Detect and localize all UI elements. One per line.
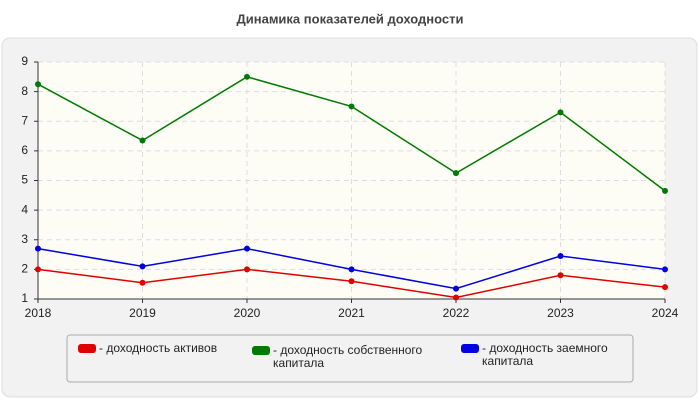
- y-tick-label: 2: [21, 262, 28, 276]
- legend-label: - доходность заемного капитала: [482, 341, 608, 368]
- y-tick-label: 4: [21, 202, 28, 216]
- legend-item: - доходность собственного капитала: [252, 344, 442, 370]
- legend-label: - доходность собственного капитала: [273, 343, 423, 370]
- legend-label: - доходность активов: [99, 341, 218, 355]
- point: [139, 279, 146, 286]
- x-tick-label: 2023: [547, 306, 574, 320]
- point: [139, 137, 146, 144]
- legend-swatch: [461, 344, 479, 353]
- point: [453, 170, 459, 177]
- legend-item: - доходность активов: [78, 342, 228, 355]
- y-tick-label: 3: [21, 232, 28, 246]
- x-tick-label: 2018: [25, 306, 52, 320]
- x-tick-label: 2021: [338, 306, 365, 320]
- y-tick-label: 5: [21, 173, 28, 187]
- point: [453, 285, 459, 292]
- y-tick-label: 8: [21, 84, 28, 98]
- y-tick-label: 9: [21, 54, 28, 68]
- legend-swatch: [252, 346, 270, 355]
- x-tick-label: 2024: [652, 306, 679, 320]
- legend-item: - доходность заемного капитала: [461, 342, 621, 368]
- chart-title: Динамика показателей доходности: [236, 11, 463, 26]
- point: [662, 266, 668, 273]
- point: [139, 263, 146, 270]
- point: [244, 73, 250, 80]
- point: [453, 294, 459, 301]
- point: [348, 266, 355, 273]
- point: [35, 266, 41, 273]
- point: [557, 109, 564, 116]
- x-tick-label: 2019: [129, 306, 156, 320]
- y-tick-label: 1: [21, 291, 28, 305]
- point: [662, 284, 668, 291]
- x-tick-label: 2020: [234, 306, 261, 320]
- point: [557, 253, 564, 260]
- point: [557, 272, 564, 279]
- point: [244, 266, 250, 273]
- point: [244, 245, 250, 252]
- legend-swatch: [78, 344, 96, 353]
- x-tick-label: 2022: [443, 306, 470, 320]
- point: [662, 187, 668, 194]
- point: [35, 245, 41, 252]
- y-tick-label: 6: [21, 143, 28, 157]
- point: [35, 81, 41, 88]
- point: [348, 103, 355, 110]
- y-tick-label: 7: [21, 113, 28, 127]
- legend-box: [66, 334, 634, 383]
- point: [348, 278, 355, 285]
